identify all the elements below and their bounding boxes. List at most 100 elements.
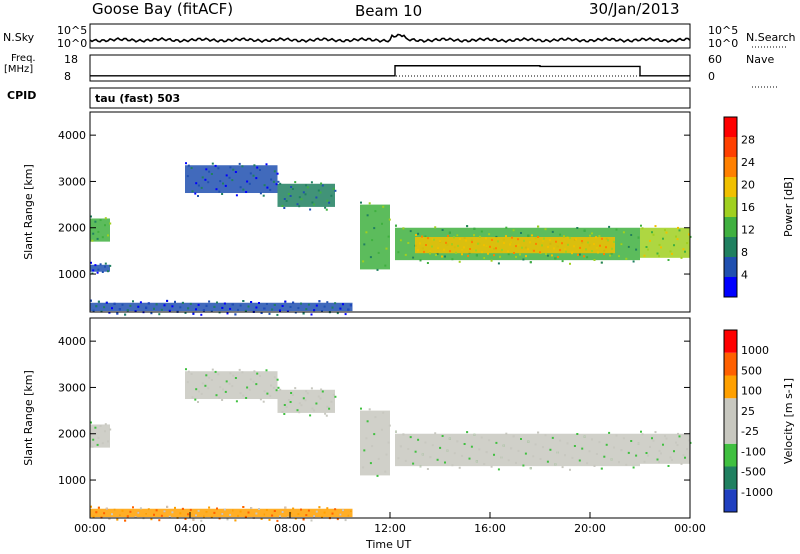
x-tick-label: 00:00 — [74, 522, 106, 535]
velocity-echo-speck — [458, 466, 461, 469]
velocity-echo-speck — [224, 390, 227, 393]
velocity-echo-speck — [591, 438, 593, 441]
power-echo-speck — [313, 309, 316, 312]
velocity-colorbar-label: Velocity [m s-1] — [782, 378, 795, 464]
power-echo-speck — [184, 311, 187, 314]
velocity-echo-speck — [466, 431, 469, 434]
power-echo-speck — [195, 308, 197, 311]
velocity-colorbar-frame — [723, 329, 738, 513]
velocity-colorbar-tick-label: -25 — [741, 425, 759, 438]
velocity-echo-speck — [627, 451, 630, 454]
velocity-echo-speck — [208, 506, 211, 509]
velocity-echo-speck — [166, 505, 169, 508]
power-echo-speck — [195, 182, 198, 185]
velocity-echo-speck — [95, 511, 98, 514]
power-echo-speck — [609, 254, 611, 257]
velocity-echo-speck — [326, 405, 329, 408]
power-echo-speck — [137, 305, 140, 308]
power-echo-speck — [569, 262, 571, 265]
nsearch-label: N.Search — [746, 31, 796, 44]
power-echo-speck — [234, 171, 237, 173]
velocity-echo-speck — [281, 411, 284, 413]
power-echo-speck — [283, 198, 286, 200]
velocity-echo-speck — [637, 442, 640, 445]
power-echo-speck — [101, 271, 104, 273]
velocity-echo-speck — [544, 434, 547, 437]
power-echo-speck — [660, 246, 662, 249]
power-echo-speck — [99, 219, 102, 221]
power-echo-speck — [96, 237, 99, 240]
velocity-echo-speck — [277, 386, 280, 389]
power-echo-speck — [279, 182, 282, 185]
velocity-echo-speck — [388, 424, 391, 427]
power-echo-speck — [244, 309, 247, 312]
power-echo-speck — [505, 235, 507, 238]
power-colorbar-tick-label: 28 — [741, 134, 755, 147]
velocity-echo-speck — [342, 509, 344, 512]
power-echo-speck — [226, 312, 229, 315]
velocity-echo-speck — [331, 512, 334, 515]
power-echo-speck — [290, 186, 293, 188]
velocity-echo-speck — [485, 451, 488, 454]
velocity-echo-speck — [285, 406, 288, 408]
velocity-echo-speck — [317, 395, 320, 398]
velocity-echo-speck — [654, 431, 657, 434]
power-echo-speck — [591, 250, 593, 252]
velocity-echo-speck — [671, 458, 673, 461]
velocity-echo-speck — [336, 518, 339, 521]
velocity-echo-speck — [495, 441, 498, 444]
power-colorbar-frame — [723, 116, 738, 298]
freq-tick-top: 18 — [64, 53, 78, 66]
power-echo-speck — [495, 235, 498, 238]
power-echo-speck — [208, 300, 211, 303]
velocity-echo-speck — [269, 394, 272, 397]
power-echo-speck — [649, 239, 651, 242]
velocity-echo-speck — [488, 439, 491, 442]
freq-panel-frame — [89, 54, 691, 82]
power-echo-speck — [531, 234, 533, 237]
velocity-echo-speck — [302, 397, 305, 400]
velocity-echo-speck — [297, 513, 300, 516]
velocity-echo-speck — [500, 456, 503, 459]
power-echo-speck — [533, 249, 535, 252]
velocity-echo-speck — [686, 448, 688, 451]
velocity-echo-speck — [414, 450, 417, 453]
velocity-echo-speck — [456, 440, 459, 443]
velocity-echo-speck — [259, 375, 261, 377]
velocity-echo-speck — [272, 386, 275, 389]
velocity-echo-speck — [217, 373, 220, 376]
velocity-echo-speck — [105, 507, 108, 510]
velocity-echo-speck — [104, 430, 106, 433]
power-echo-speck — [419, 259, 422, 262]
power-echo-speck — [326, 301, 329, 304]
power-echo-speck — [221, 306, 224, 309]
power-echo-speck — [448, 231, 451, 234]
velocity-echo-speck — [324, 412, 327, 415]
velocity-echo-speck — [210, 379, 213, 381]
velocity-echo-speck — [284, 506, 287, 509]
power-echo-speck — [108, 311, 111, 314]
power-echo-speck — [489, 245, 491, 248]
power-echo-speck — [569, 236, 571, 239]
velocity-echo-speck — [399, 445, 402, 448]
power-echo-speck — [368, 202, 371, 205]
power-echo-speck — [382, 205, 385, 208]
power-echo-speck — [376, 268, 379, 271]
velocity-echo-speck — [229, 372, 232, 375]
power-y-tick-label: 2000 — [58, 222, 86, 235]
velocity-echo-speck — [313, 515, 316, 518]
power-echo-speck — [615, 228, 618, 231]
velocity-echo-speck — [473, 433, 476, 436]
velocity-echo-speck — [539, 458, 542, 460]
power-echo-speck — [281, 305, 284, 307]
power-echo-speck — [520, 232, 522, 234]
x-tick-label: 04:00 — [174, 522, 206, 535]
power-echo-speck — [94, 264, 97, 267]
velocity-echo-speck — [310, 387, 313, 390]
velocity-echo-speck — [576, 433, 579, 435]
power-echo-speck — [555, 240, 557, 243]
velocity-echo-speck — [201, 382, 204, 385]
velocity-echo-speck — [263, 513, 266, 516]
power-echo-speck — [637, 236, 640, 239]
power-echo-speck — [457, 244, 459, 247]
